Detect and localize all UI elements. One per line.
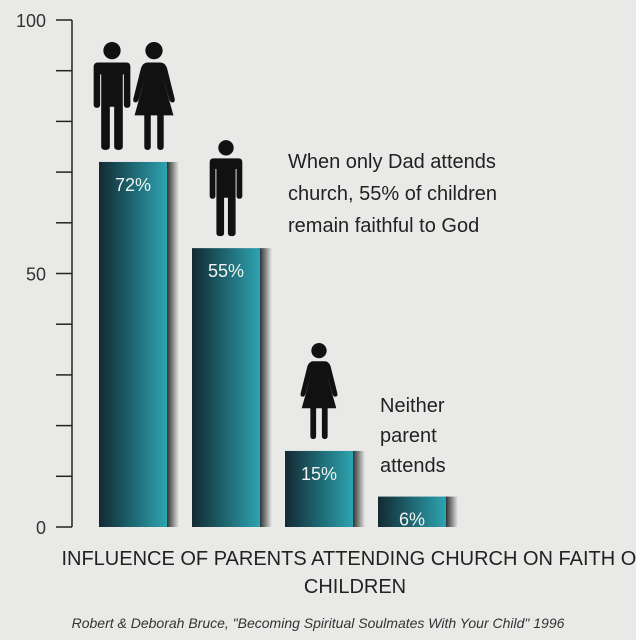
bar xyxy=(192,248,260,527)
y-tick-label: 0 xyxy=(36,518,46,538)
bar xyxy=(99,161,167,527)
source-citation: Robert & Deborah Bruce, "Becoming Spirit… xyxy=(71,615,565,631)
y-tick-label: 100 xyxy=(16,11,46,31)
bar-shadow xyxy=(258,248,272,527)
annotation-dad: When only Dad attends church, 55% of chi… xyxy=(288,151,498,237)
y-tick-label: 50 xyxy=(26,265,46,285)
bar xyxy=(285,450,353,527)
chart-title: INFLUENCE OF PARENTS ATTENDING CHURCH ON… xyxy=(61,548,636,598)
man-and-woman-icon xyxy=(93,41,175,150)
woman-icon xyxy=(300,342,338,439)
bar-shadow xyxy=(444,496,458,527)
man-icon xyxy=(209,140,243,237)
bar-value-label: 55% xyxy=(208,261,244,281)
bars: 72% 55% 15% 6% xyxy=(99,161,458,530)
bar xyxy=(378,496,446,527)
woman-icon xyxy=(133,41,175,150)
bar-group: 6% xyxy=(378,496,458,530)
bar-group: 15% xyxy=(285,450,365,527)
bar-group: 55% xyxy=(192,248,272,527)
bar-value-label: 72% xyxy=(115,175,151,195)
bar-shadow xyxy=(165,161,179,527)
bar-value-label: 15% xyxy=(301,464,337,484)
annotation-neither: Neither parent attends xyxy=(380,395,446,477)
bar-shadow xyxy=(351,450,365,527)
bar-group: 72% xyxy=(99,161,179,527)
man-icon xyxy=(93,41,131,150)
y-axis: 0 50 100 xyxy=(16,11,73,538)
bar-value-label: 6% xyxy=(399,510,425,530)
icons xyxy=(93,41,338,439)
